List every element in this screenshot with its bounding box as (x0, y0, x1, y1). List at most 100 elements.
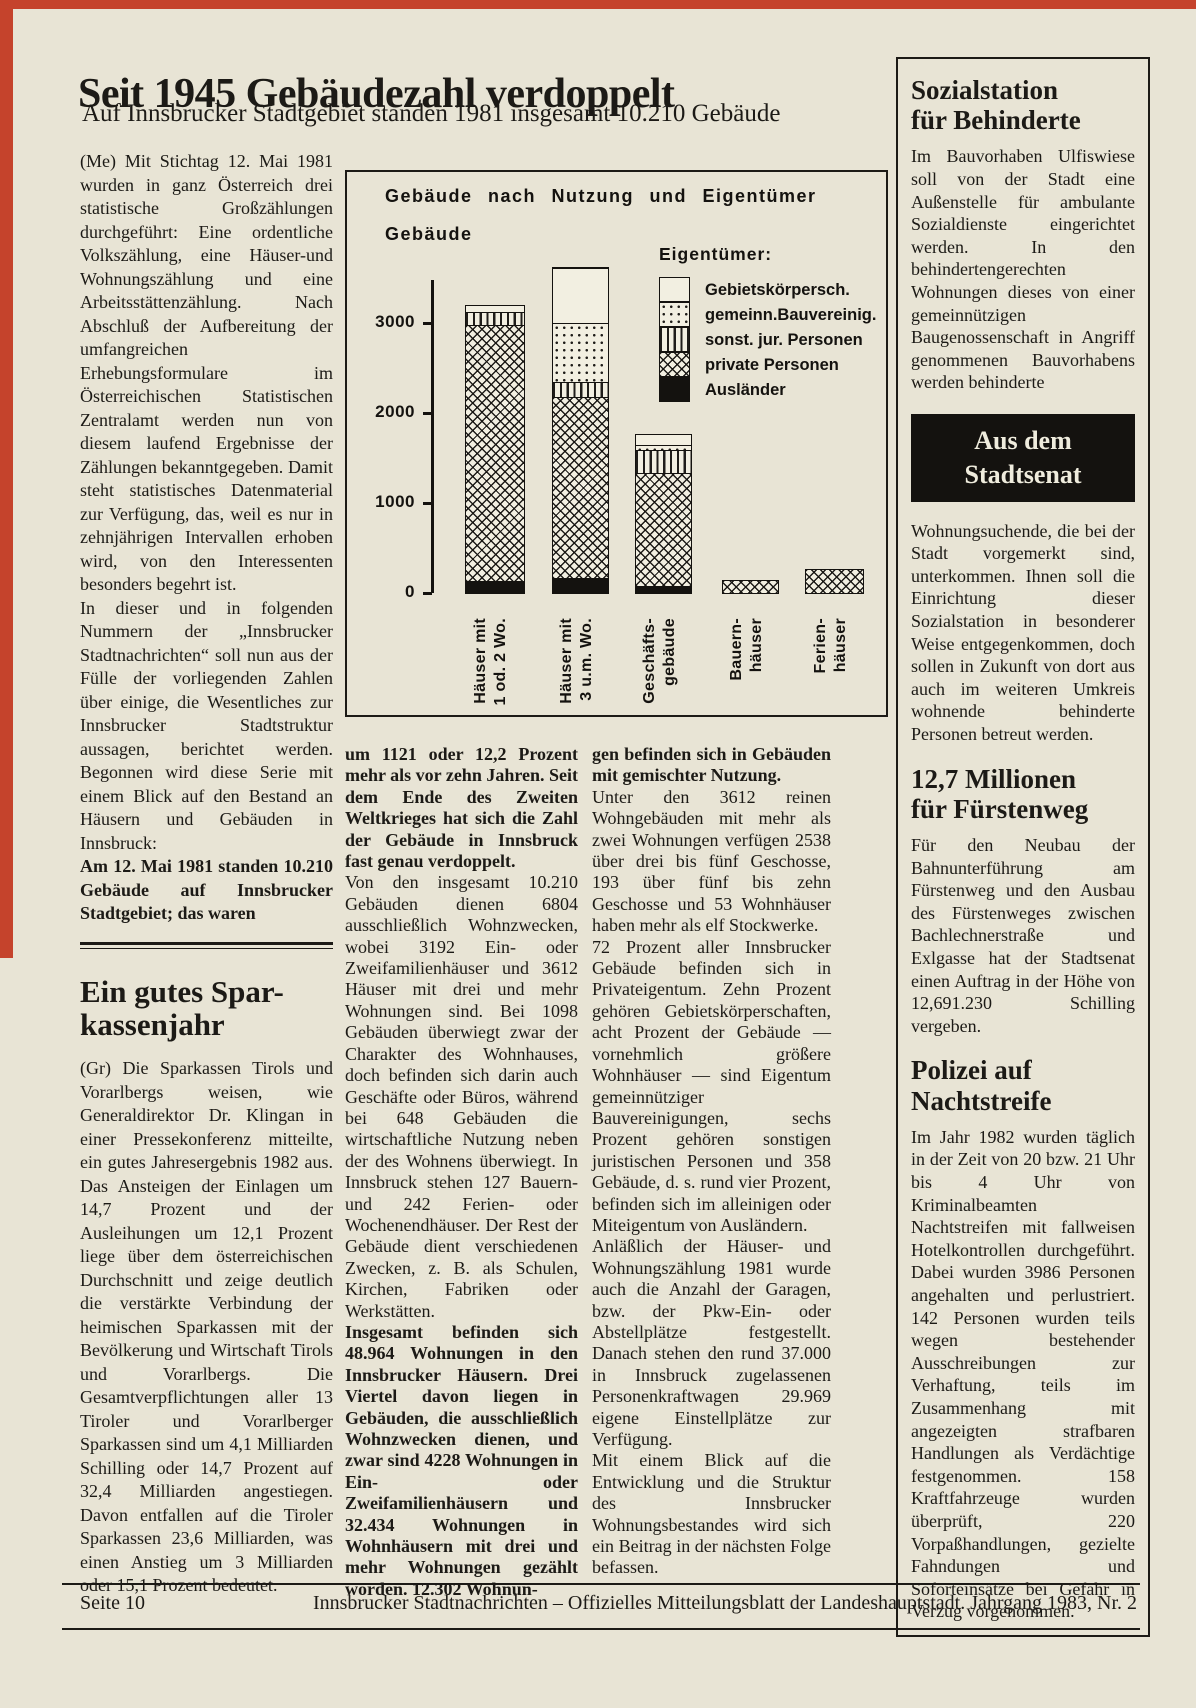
chart-legend-title: Eigentümer: (659, 244, 773, 264)
bar-segment (723, 580, 778, 593)
article-paragraph-bold: gen befinden sich in Gebäuden mit gemisc… (592, 744, 831, 786)
category-label: Ferien-häuser (811, 618, 857, 738)
bar-segment (636, 433, 691, 445)
chart-title: Gebäude nach Nutzung und Eigentümer (385, 186, 817, 206)
column-2: um 1121 oder 12,2 Prozent mehr als vor z… (345, 744, 578, 1600)
chart: Gebäude nach Nutzung und Eigentümer Gebä… (345, 170, 888, 717)
bar (722, 579, 779, 594)
heading-line: für Fürstenweg (911, 793, 1089, 824)
article-paragraph-bold: Am 12. Mai 1981 standen 10.210 Gebäude a… (80, 856, 333, 923)
bar-segment (636, 444, 691, 450)
bar-segment (553, 396, 608, 578)
sidebar-paragraph: Für den Neubau der Bahnunterführung am F… (911, 835, 1135, 1036)
legend-item: private Personen (659, 352, 876, 378)
chart-y-axis-line (431, 280, 434, 593)
bar (635, 433, 692, 594)
page-subtitle: Auf Innsbrucker Stadtgebiet standen 1981… (82, 100, 781, 127)
y-axis-tick-label: 0 (405, 582, 415, 601)
legend-item: Ausländer (659, 377, 876, 403)
sidebar-heading-fuerstenweg: 12,7 Millionen für Fürstenweg (911, 764, 1135, 824)
sparkassen-heading: Ein gutes Spar- kassenjahr (80, 974, 333, 1042)
legend-item-label: sonst. jur. Personen (705, 331, 863, 349)
column-1: (Me) Mit Stichtag 12. Mai 1981 wurden in… (80, 150, 333, 1598)
y-axis-tick (423, 322, 432, 325)
category-label: Geschäfts-gebäude (640, 618, 686, 738)
column-3: gen befinden sich in Gebäuden mit gemisc… (592, 744, 831, 1579)
article-paragraph: In dieser und in folgenden Nummern der „… (80, 597, 333, 853)
banner-line: Aus dem (974, 426, 1072, 455)
article-paragraph: (Gr) Die Sparkassen Tirols und Vorarlber… (80, 1058, 333, 1596)
sidebar: Sozialstation für Behinderte Im Bauvorha… (896, 57, 1150, 1637)
category-label-line: Ferien- (811, 618, 829, 674)
dots-swatch (659, 302, 690, 328)
article-paragraph: (Me) Mit Stichtag 12. Mai 1981 wurden in… (80, 151, 333, 594)
heading-line: kassenjahr (80, 1006, 225, 1042)
article-paragraph: Mit einem Blick auf die Entwicklung und … (592, 1450, 831, 1578)
category-label-line: 1 od. 2 Wo. (492, 618, 509, 706)
y-axis-tick (423, 592, 432, 595)
y-axis-tick-label: 2000 (375, 402, 415, 421)
chart-legend: Gebietskörpersch. gemeinn.Bauvereinig. son… (659, 277, 877, 403)
y-axis-tick-label: 3000 (375, 312, 415, 331)
footer-page-number: Seite 10 (80, 1592, 145, 1614)
legend-item-label: Gebietskörpersch. (705, 281, 850, 299)
legend-item-label: private Personen (705, 356, 839, 374)
category-label-line: häuser (747, 618, 765, 673)
crosshatch-swatch (659, 352, 690, 378)
category-label-line: Häuser mit (472, 618, 489, 704)
red-top-strip (0, 0, 1196, 9)
stadtsenat-banner: Aus dem Stadtsenat (911, 414, 1135, 502)
red-left-strip (0, 0, 13, 958)
legend-item-label: Ausländer (705, 381, 786, 399)
heading-line: Polizei auf (911, 1055, 1032, 1086)
category-label-line: gebäude (660, 618, 678, 686)
bar-segment (636, 449, 691, 473)
category-label: Häuser mit 1 od. 2 Wo. (471, 618, 517, 738)
bar (805, 568, 864, 594)
category-label-line: häuser (831, 618, 849, 673)
solid-black-swatch (659, 377, 690, 403)
footer-rule-top (62, 1583, 1140, 1585)
y-axis-tick (423, 412, 432, 415)
bar (552, 266, 609, 594)
article-paragraph-bold: Insgesamt befinden sich 48.964 Wohnungen… (345, 1321, 578, 1599)
legend-item: gemeinn.Bauvereinig. (659, 302, 877, 328)
page-title: Seit 1945 Gebäudezahl verdoppelt (78, 71, 675, 118)
article-paragraph: 72 Prozent aller Innsbrucker Gebäude bef… (592, 936, 831, 1235)
category-label: Bauern-häuser (727, 618, 773, 738)
banner-line: Stadtsenat (964, 459, 1082, 489)
bar-segment (553, 322, 608, 382)
chart-y-axis-label: Gebäude (385, 224, 473, 244)
sidebar-paragraph: Im Bauvorhaben Ulfiswiese soll von der S… (911, 146, 1135, 393)
bar-segment (466, 304, 524, 312)
category-label-line: Häuser mit (557, 618, 575, 704)
bar-segment (466, 580, 524, 593)
heading-line: für Behinderte (911, 105, 1081, 136)
y-axis-tick (423, 502, 432, 505)
heading-line: Nachtstreife (911, 1085, 1052, 1116)
sidebar-heading-nachtstreife: Polizei auf Nachtstreife (911, 1055, 1135, 1115)
bar-segment (553, 381, 608, 397)
category-label-line: 3 u.m. Wo. (577, 618, 595, 701)
article-divider (80, 941, 333, 949)
bar-segment (466, 311, 524, 325)
category-label: Häuser mit 3 u.m. Wo. (557, 618, 603, 738)
sidebar-heading-sozialstation: Sozialstation für Behinderte (911, 75, 1135, 135)
bar-segment (636, 472, 691, 586)
article-paragraph: Anläßlich der Häuser- und Wohnungszählun… (592, 1236, 831, 1449)
legend-item-label: gemeinn.Bauvereinig. (705, 306, 877, 324)
bar-segment (806, 569, 863, 593)
bar-segment (466, 324, 524, 581)
vertical-stripes-swatch (659, 327, 690, 353)
article-paragraph: Unter den 3612 reinen Wohngebäuden mit m… (592, 786, 831, 936)
legend-item: Gebietskörpersch. (659, 277, 876, 303)
legend-item: sonst. jur. Personen (659, 327, 876, 353)
bar (465, 304, 525, 594)
y-axis-tick-label: 1000 (375, 492, 415, 511)
bar-segment (553, 577, 608, 593)
bar-segment (636, 585, 691, 593)
heading-line: 12,7 Millionen (911, 763, 1077, 794)
footer-rule-bottom (62, 1628, 1140, 1630)
category-label-line: Geschäfts- (640, 618, 658, 704)
